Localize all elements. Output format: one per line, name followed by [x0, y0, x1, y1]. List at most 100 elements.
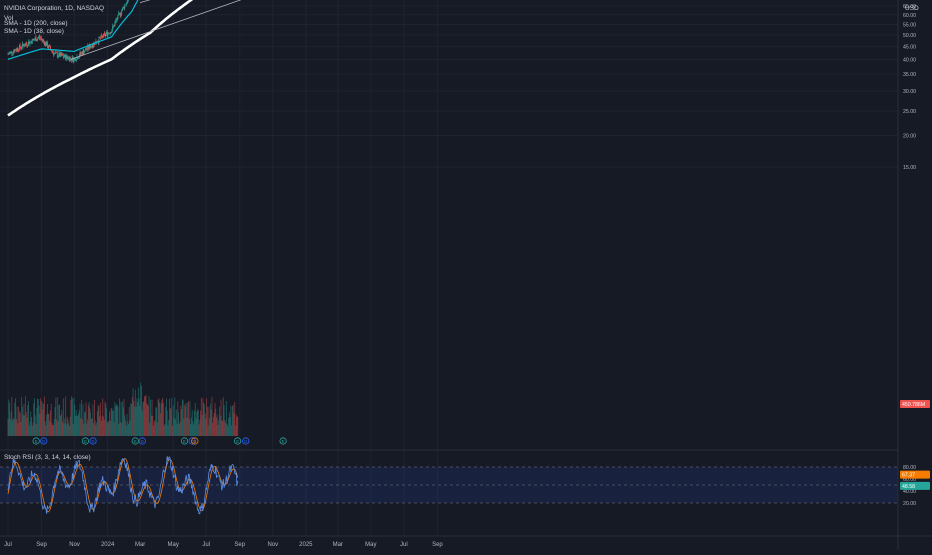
volume-bar	[18, 406, 20, 436]
volume-bar	[13, 419, 15, 436]
candle-body	[22, 43, 24, 46]
candle-body	[15, 50, 17, 52]
y-tick-label: 30.00	[903, 89, 916, 95]
volume-bar	[10, 411, 12, 436]
candle-body	[88, 44, 90, 49]
volume-bar	[21, 406, 23, 436]
candle-body	[38, 36, 40, 38]
volume-bar	[233, 412, 235, 436]
volume-bar	[102, 398, 104, 436]
event-marker-icon[interactable]	[131, 437, 139, 445]
y-tick-label: 35.00	[903, 72, 916, 78]
sma200-label: SMA - 1D (200, close)	[4, 20, 68, 27]
event-marker-label: D	[244, 439, 247, 444]
volume-bar	[199, 419, 201, 436]
candle-body	[82, 50, 84, 55]
volume-bar	[75, 410, 77, 436]
volume-bar	[89, 408, 91, 436]
candle-body	[116, 19, 118, 21]
candle-body	[25, 43, 26, 46]
event-marker-icon[interactable]	[279, 437, 287, 445]
volume-bar	[12, 420, 13, 436]
volume-bar	[53, 419, 55, 436]
volume-bar	[99, 416, 101, 436]
event-marker-icon[interactable]	[138, 437, 146, 445]
x-tick-label: May	[167, 542, 178, 548]
volume-bar	[147, 404, 148, 436]
candle-body	[51, 50, 53, 52]
volume-bar	[41, 409, 43, 436]
candle-body	[92, 45, 94, 48]
volume-bar	[47, 414, 49, 436]
volume-bar	[171, 397, 173, 436]
event-marker-icon[interactable]	[191, 437, 199, 445]
volume-bar	[98, 406, 100, 436]
candle-body	[44, 42, 46, 45]
candle-body	[10, 51, 12, 53]
volume-bar	[24, 415, 26, 436]
legend: NVIDIA Corporation, 1D, NASDAQ Vol SMA -…	[4, 5, 919, 461]
volume-bar	[122, 407, 124, 436]
event-marker-icon[interactable]	[81, 437, 90, 445]
volume-layer	[7, 382, 239, 436]
candle-body	[125, 4, 126, 6]
volume-bar	[8, 399, 10, 436]
event-marker-icon[interactable]	[188, 437, 196, 445]
x-tick-label: Sep	[234, 542, 245, 548]
volume-bar	[20, 422, 22, 436]
event-marker-icon[interactable]	[89, 437, 97, 445]
y-tick-label: 15.00	[903, 165, 916, 171]
volume-bar	[62, 398, 64, 436]
volume-bar	[149, 422, 151, 436]
sma38-line	[7, 0, 139, 60]
volume-bar	[96, 422, 98, 436]
volume-bar	[206, 406, 208, 436]
volume-bar	[22, 415, 24, 436]
candle-body	[122, 7, 123, 11]
candle-body	[73, 58, 75, 62]
candle-body	[9, 51, 11, 53]
volume-bar	[107, 421, 109, 436]
volume-bar	[34, 415, 36, 436]
candle-body	[112, 26, 114, 31]
stoch-d-badge: 48.58	[902, 484, 915, 490]
volume-bar	[122, 401, 123, 436]
event-marker-icon[interactable]	[40, 437, 48, 445]
candle-body	[61, 54, 63, 56]
event-marker-icon[interactable]	[180, 437, 189, 445]
volume-bar	[177, 401, 179, 436]
volume-bar	[150, 399, 151, 436]
volume-bar	[125, 425, 127, 436]
candle-body	[89, 44, 91, 49]
candle-body	[53, 53, 55, 55]
candle-body	[114, 22, 116, 27]
event-marker-icon[interactable]	[32, 437, 40, 445]
x-tick-label: 2025	[299, 542, 313, 548]
candle-body	[30, 41, 32, 43]
candle-body	[91, 45, 93, 48]
event-marker-label: D	[141, 439, 144, 444]
volume-bar	[222, 420, 223, 436]
candle-body	[100, 35, 102, 39]
candle-body	[59, 52, 60, 57]
candle-body	[22, 43, 23, 48]
candle-body	[34, 37, 36, 40]
volume-bar	[52, 425, 54, 436]
event-marker-label: E	[282, 439, 285, 444]
volume-bar	[143, 401, 145, 436]
event-marker-label: D	[42, 439, 45, 444]
candle-body	[108, 33, 110, 34]
volume-bar	[200, 398, 202, 436]
volume-bar	[148, 396, 150, 436]
sma200-line	[7, 0, 194, 117]
volume-bar	[158, 398, 160, 436]
event-marker-icon[interactable]	[242, 437, 250, 445]
volume-bar	[165, 406, 167, 436]
candle-body	[31, 39, 33, 44]
candle-body	[127, 0, 129, 3]
candle-body	[34, 39, 35, 41]
volume-bar	[55, 397, 57, 436]
event-marker-icon[interactable]	[233, 437, 242, 445]
